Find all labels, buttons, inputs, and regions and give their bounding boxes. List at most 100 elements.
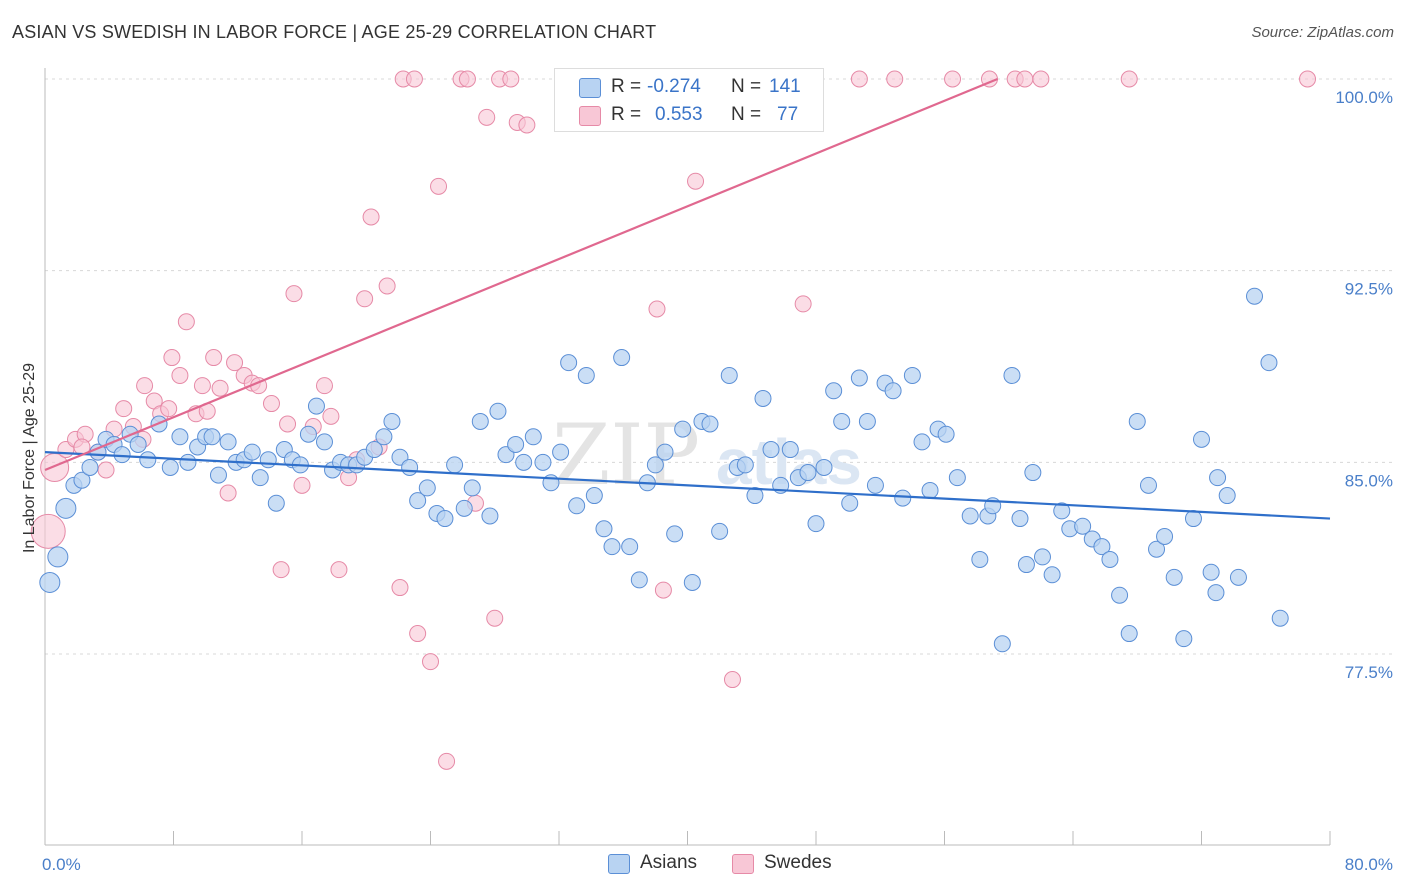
asians-point xyxy=(1175,630,1193,648)
n-value: 77 xyxy=(777,104,799,125)
asians-point xyxy=(307,397,325,415)
asians-point xyxy=(666,525,684,543)
asians-point xyxy=(630,571,648,589)
asians-point xyxy=(1053,502,1071,520)
swedes-point xyxy=(362,208,380,226)
swedes-point xyxy=(293,476,311,494)
asians-point xyxy=(219,433,237,451)
asians-point xyxy=(711,522,729,540)
swedes-point xyxy=(205,349,223,367)
asians-point xyxy=(656,443,674,461)
swedes-point xyxy=(285,285,303,303)
swedes-point xyxy=(422,653,439,671)
asians-point xyxy=(446,456,464,474)
asians-point xyxy=(961,507,979,525)
asians-point xyxy=(471,412,489,430)
n-value: 141 xyxy=(769,76,801,97)
asians-point xyxy=(603,538,621,556)
asians-point xyxy=(1093,538,1111,556)
trend-lines xyxy=(44,77,1331,520)
asians-point xyxy=(1209,469,1227,487)
axes xyxy=(44,68,1331,846)
swedes-point xyxy=(391,579,409,597)
asians-point xyxy=(921,481,939,499)
swedes-point xyxy=(211,379,229,397)
y-tick-labels: 100.0% 92.5% 85.0% 77.5% xyxy=(1335,88,1393,682)
asians-point xyxy=(481,507,499,525)
asians-point xyxy=(762,441,780,459)
swedes-point xyxy=(438,752,456,770)
asians-point xyxy=(807,515,825,533)
asians-point xyxy=(1229,568,1247,586)
swedes-point xyxy=(794,295,812,313)
r-value: -0.274 xyxy=(647,76,701,97)
asians-point xyxy=(552,443,570,461)
swedes-point xyxy=(279,415,297,433)
asians-point xyxy=(1271,609,1289,627)
swedes-point xyxy=(944,70,962,88)
asians-point xyxy=(1017,556,1035,574)
asians-point xyxy=(720,366,738,384)
asians-point xyxy=(39,571,61,593)
n-label: N = xyxy=(731,76,762,97)
asians-point xyxy=(1202,563,1220,581)
asians-point xyxy=(1193,430,1210,448)
asians-point xyxy=(1003,366,1021,384)
asians-swatch xyxy=(579,78,601,98)
asians-point xyxy=(937,425,955,443)
swedes-point xyxy=(226,354,244,372)
asians-point xyxy=(1111,586,1129,604)
x-tick-label-max: 80.0% xyxy=(1345,855,1393,874)
asians-point xyxy=(534,453,552,471)
swedes-point xyxy=(322,407,340,425)
asians-point xyxy=(1139,476,1157,494)
swedes-swatch xyxy=(579,106,601,126)
swedes-trend-line xyxy=(44,77,998,472)
asians-point xyxy=(913,433,931,451)
asians-point xyxy=(55,497,77,519)
swedes-legend-label: Swedes xyxy=(764,852,832,873)
asians-point xyxy=(524,428,542,446)
asians-point xyxy=(251,469,269,487)
asians-point xyxy=(365,441,383,459)
asians-point xyxy=(81,458,99,476)
asians-point xyxy=(209,466,227,484)
asians-point xyxy=(646,456,664,474)
y-tick-label-0: 100.0% xyxy=(1335,88,1393,107)
swedes-point xyxy=(409,625,427,643)
swedes-point xyxy=(1016,70,1034,88)
asians-point xyxy=(463,479,481,497)
asians-point xyxy=(746,487,764,505)
asians-trend-line xyxy=(44,451,1331,520)
asians-point xyxy=(1074,517,1092,535)
asians-point xyxy=(993,635,1011,653)
asians-point xyxy=(833,412,851,430)
asians-point xyxy=(683,573,701,591)
chart-title: ASIAN VS SWEDISH IN LABOR FORCE | AGE 25… xyxy=(12,22,657,42)
asians-point xyxy=(259,451,277,469)
swedes-point xyxy=(262,395,280,413)
asians-point xyxy=(1101,550,1119,568)
swedes-point xyxy=(272,561,290,579)
asians-point xyxy=(455,499,473,517)
asians-point xyxy=(781,441,799,459)
asians-point xyxy=(1246,287,1264,305)
y-tick-label-2: 85.0% xyxy=(1345,471,1393,490)
swedes-point xyxy=(115,400,133,418)
asians-point xyxy=(139,451,157,469)
asians-point xyxy=(866,476,884,494)
correlation-legend: R = -0.274 N = 141 R = 0.553 N = 77 xyxy=(554,68,824,132)
asians-point xyxy=(418,479,436,497)
swedes-point xyxy=(136,377,154,395)
asians-legend-swatch xyxy=(608,854,630,874)
asians-point xyxy=(436,510,454,528)
asians-point xyxy=(799,464,817,482)
series-legend: Asians Swedes xyxy=(0,852,1406,878)
swedes-point xyxy=(193,377,211,395)
r-value: 0.553 xyxy=(655,104,703,125)
asians-point xyxy=(113,446,131,464)
asians-point xyxy=(267,494,285,512)
asians-point xyxy=(489,402,507,420)
swedes-point xyxy=(219,484,237,502)
asians-point xyxy=(203,428,221,446)
